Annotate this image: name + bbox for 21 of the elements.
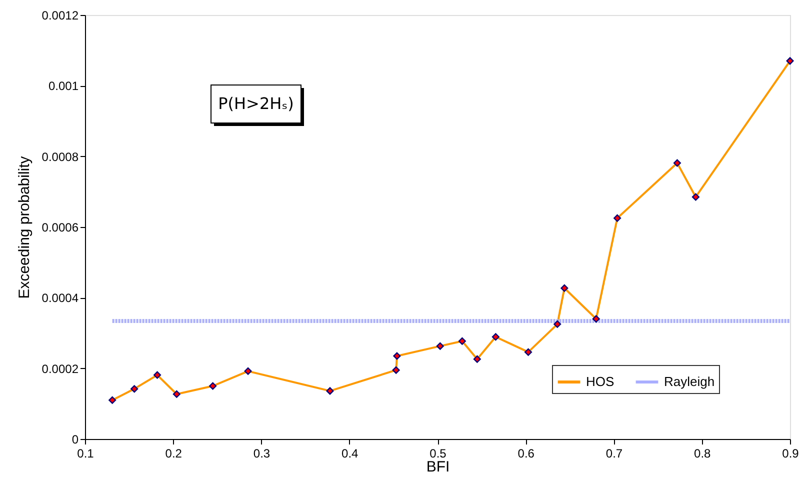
- x-axis-title: BFI: [426, 458, 450, 476]
- y-tick-label: 0.0012: [42, 8, 79, 22]
- x-tick-label: 0.3: [253, 446, 270, 460]
- x-tick-label: 0.1: [77, 446, 94, 460]
- x-tick-label: 0.2: [165, 446, 182, 460]
- x-tick-label: 0.6: [518, 446, 535, 460]
- y-tick-label: 0.001: [48, 79, 79, 94]
- x-tick-label: 0.5: [430, 446, 447, 460]
- y-tick-label: 0.0004: [42, 291, 79, 306]
- annotation: P(H>2Hₛ): [218, 94, 294, 113]
- legend-label: HOS: [586, 374, 614, 389]
- y-tick-label: 0.0002: [42, 362, 79, 376]
- x-tick-label: 0.8: [694, 446, 712, 460]
- y-tick-label: 0: [72, 432, 79, 446]
- x-tick-label: 0.7: [606, 446, 623, 460]
- y-tick-label: 0.0008: [42, 150, 79, 164]
- x-tick-label: 0.4: [342, 446, 359, 460]
- x-tick-label: 0.9: [782, 446, 800, 460]
- y-axis-title: Exceeding probability: [16, 156, 33, 299]
- legend-label: Rayleigh: [664, 374, 715, 389]
- y-tick-label: 0.0006: [42, 220, 79, 234]
